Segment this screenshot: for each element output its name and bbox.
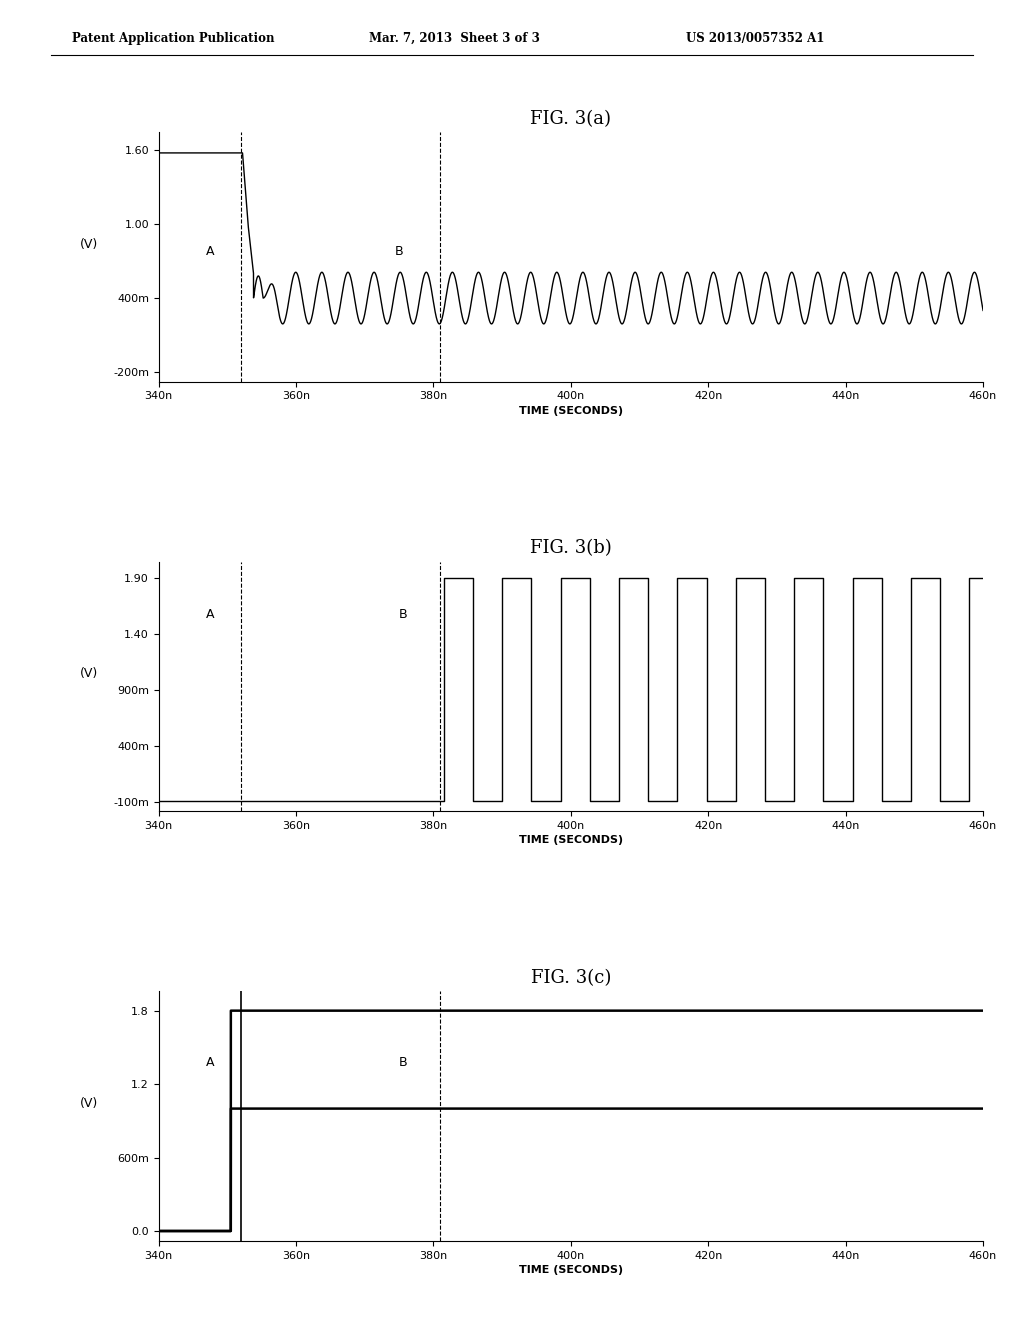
Title: FIG. 3(c): FIG. 3(c)	[530, 969, 611, 987]
Text: Patent Application Publication: Patent Application Publication	[72, 32, 274, 45]
Text: B: B	[398, 607, 407, 620]
X-axis label: TIME (SECONDS): TIME (SECONDS)	[519, 836, 623, 845]
Text: (V): (V)	[80, 668, 97, 680]
X-axis label: TIME (SECONDS): TIME (SECONDS)	[519, 405, 623, 416]
Text: US 2013/0057352 A1: US 2013/0057352 A1	[686, 32, 824, 45]
Text: (V): (V)	[80, 1097, 97, 1110]
Text: B: B	[395, 246, 403, 257]
Text: A: A	[206, 607, 214, 620]
X-axis label: TIME (SECONDS): TIME (SECONDS)	[519, 1265, 623, 1275]
Text: Mar. 7, 2013  Sheet 3 of 3: Mar. 7, 2013 Sheet 3 of 3	[369, 32, 540, 45]
Text: A: A	[206, 246, 214, 257]
Title: FIG. 3(b): FIG. 3(b)	[530, 539, 611, 557]
Text: B: B	[398, 1056, 407, 1069]
Text: A: A	[206, 1056, 214, 1069]
Text: (V): (V)	[80, 238, 97, 251]
Title: FIG. 3(a): FIG. 3(a)	[530, 110, 611, 128]
